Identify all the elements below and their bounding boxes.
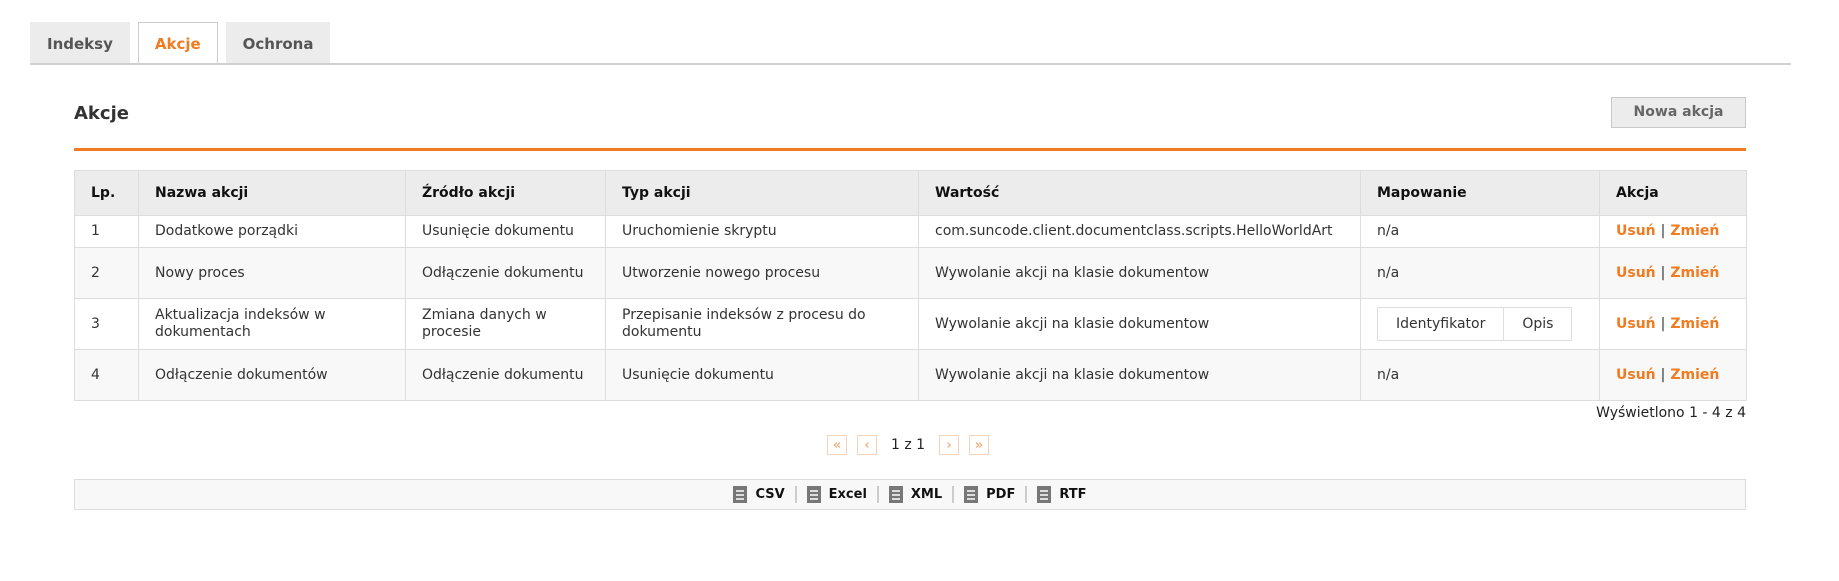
- export-label: RTF: [1059, 487, 1087, 502]
- mapping-table: Identyfikator Opis: [1377, 307, 1573, 341]
- export-label: XML: [910, 487, 943, 502]
- separator: |: [1660, 366, 1666, 383]
- header-action: Akcja: [1599, 170, 1747, 216]
- edit-link[interactable]: Zmień: [1670, 264, 1720, 281]
- cell-type: Usunięcie dokumentu: [605, 349, 919, 401]
- header-name[interactable]: Nazwa akcji: [138, 170, 406, 216]
- edit-link[interactable]: Zmień: [1670, 315, 1720, 332]
- cell-actions: Usuń | Zmień: [1599, 215, 1747, 248]
- table-row: 3 Aktualizacja indeksów w dokumentach Zm…: [74, 298, 1747, 350]
- first-page-button[interactable]: «: [827, 435, 847, 455]
- tab-akcje[interactable]: Akcje: [137, 22, 218, 65]
- cell-source: Zmiana danych w procesie: [405, 298, 606, 350]
- section-title: Akcje: [74, 103, 129, 124]
- csv-file-icon: [733, 486, 748, 503]
- separator: |: [1660, 264, 1666, 281]
- export-label: PDF: [986, 487, 1016, 502]
- page-indicator: 1 z 1: [891, 437, 926, 453]
- cell-source: Odłączenie dokumentu: [405, 247, 606, 299]
- cell-mapping: n/a: [1360, 215, 1600, 248]
- accent-divider: [74, 148, 1746, 151]
- export-excel[interactable]: Excel: [794, 486, 877, 503]
- cell-lp: 1: [74, 215, 139, 248]
- export-bar: CSV Excel XML PDF RTF: [74, 479, 1746, 510]
- cell-name: Odłączenie dokumentów: [138, 349, 406, 401]
- mapping-col-identifier: Identyfikator: [1396, 316, 1486, 332]
- separator: |: [1660, 315, 1666, 332]
- cell-lp: 4: [74, 349, 139, 401]
- table-header: Lp. Nazwa akcji Źródło akcji Typ akcji W…: [74, 170, 1747, 216]
- cell-source: Odłączenie dokumentu: [405, 349, 606, 401]
- header-mapping[interactable]: Mapowanie: [1360, 170, 1600, 216]
- separator: |: [1660, 223, 1666, 239]
- header-source[interactable]: Źródło akcji: [405, 170, 606, 216]
- prev-page-button[interactable]: ‹: [857, 435, 877, 455]
- cell-name: Dodatkowe porządki: [138, 215, 406, 248]
- records-summary: Wyświetlono 1 - 4 z 4: [1596, 405, 1746, 421]
- tab-ochrona[interactable]: Ochrona: [225, 22, 331, 64]
- delete-link[interactable]: Usuń: [1616, 366, 1656, 383]
- new-action-button[interactable]: Nowa akcja: [1611, 97, 1746, 128]
- rtf-file-icon: [1037, 486, 1052, 503]
- export-csv[interactable]: CSV: [723, 486, 794, 503]
- table-row: 4 Odłączenie dokumentów Odłączenie dokum…: [74, 349, 1747, 401]
- delete-link[interactable]: Usuń: [1616, 223, 1656, 239]
- cell-value: Wywolanie akcji na klasie dokumentow: [918, 298, 1361, 350]
- actions-table: Lp. Nazwa akcji Źródło akcji Typ akcji W…: [74, 170, 1747, 401]
- next-page-button[interactable]: ›: [939, 435, 960, 455]
- tab-divider: [30, 63, 1791, 65]
- cell-value: Wywolanie akcji na klasie dokumentow: [918, 247, 1361, 299]
- cell-type: Uruchomienie skryptu: [605, 215, 919, 248]
- cell-lp: 2: [74, 247, 139, 299]
- export-label: CSV: [755, 487, 785, 502]
- header-type[interactable]: Typ akcji: [605, 170, 919, 216]
- excel-file-icon: [806, 486, 821, 503]
- cell-mapping: n/a: [1360, 247, 1600, 299]
- cell-value: Wywolanie akcji na klasie dokumentow: [918, 349, 1361, 401]
- cell-source: Usunięcie dokumentu: [405, 215, 606, 248]
- xml-file-icon: [888, 486, 903, 503]
- tab-bar: Indeksy Akcje Ochrona: [30, 22, 338, 65]
- export-rtf[interactable]: RTF: [1025, 486, 1096, 503]
- cell-mapping: n/a: [1360, 349, 1600, 401]
- cell-actions: Usuń | Zmień: [1599, 349, 1747, 401]
- pagination: « ‹ 1 z 1 › »: [827, 435, 990, 455]
- table-row: 1 Dodatkowe porządki Usunięcie dokumentu…: [74, 215, 1747, 248]
- edit-link[interactable]: Zmień: [1670, 366, 1720, 383]
- mapping-col-description: Opis: [1503, 308, 1571, 340]
- cell-mapping: Identyfikator Opis: [1360, 298, 1600, 350]
- pdf-file-icon: [964, 486, 979, 503]
- last-page-button[interactable]: »: [969, 435, 990, 455]
- table-row: 2 Nowy proces Odłączenie dokumentu Utwor…: [74, 247, 1747, 299]
- export-pdf[interactable]: PDF: [952, 486, 1025, 503]
- cell-actions: Usuń | Zmień: [1599, 247, 1747, 299]
- cell-name: Aktualizacja indeksów w dokumentach: [138, 298, 406, 350]
- header-value[interactable]: Wartość: [918, 170, 1361, 216]
- cell-actions: Usuń | Zmień: [1599, 298, 1747, 350]
- cell-type: Przepisanie indeksów z procesu do dokume…: [605, 298, 919, 350]
- cell-lp: 3: [74, 298, 139, 350]
- export-label: Excel: [828, 487, 867, 502]
- export-xml[interactable]: XML: [876, 486, 952, 503]
- edit-link[interactable]: Zmień: [1670, 223, 1720, 239]
- delete-link[interactable]: Usuń: [1616, 315, 1656, 332]
- cell-type: Utworzenie nowego procesu: [605, 247, 919, 299]
- header-lp[interactable]: Lp.: [74, 170, 139, 216]
- tab-indeksy[interactable]: Indeksy: [30, 22, 130, 64]
- cell-value: com.suncode.client.documentclass.scripts…: [918, 215, 1361, 248]
- delete-link[interactable]: Usuń: [1616, 264, 1656, 281]
- cell-name: Nowy proces: [138, 247, 406, 299]
